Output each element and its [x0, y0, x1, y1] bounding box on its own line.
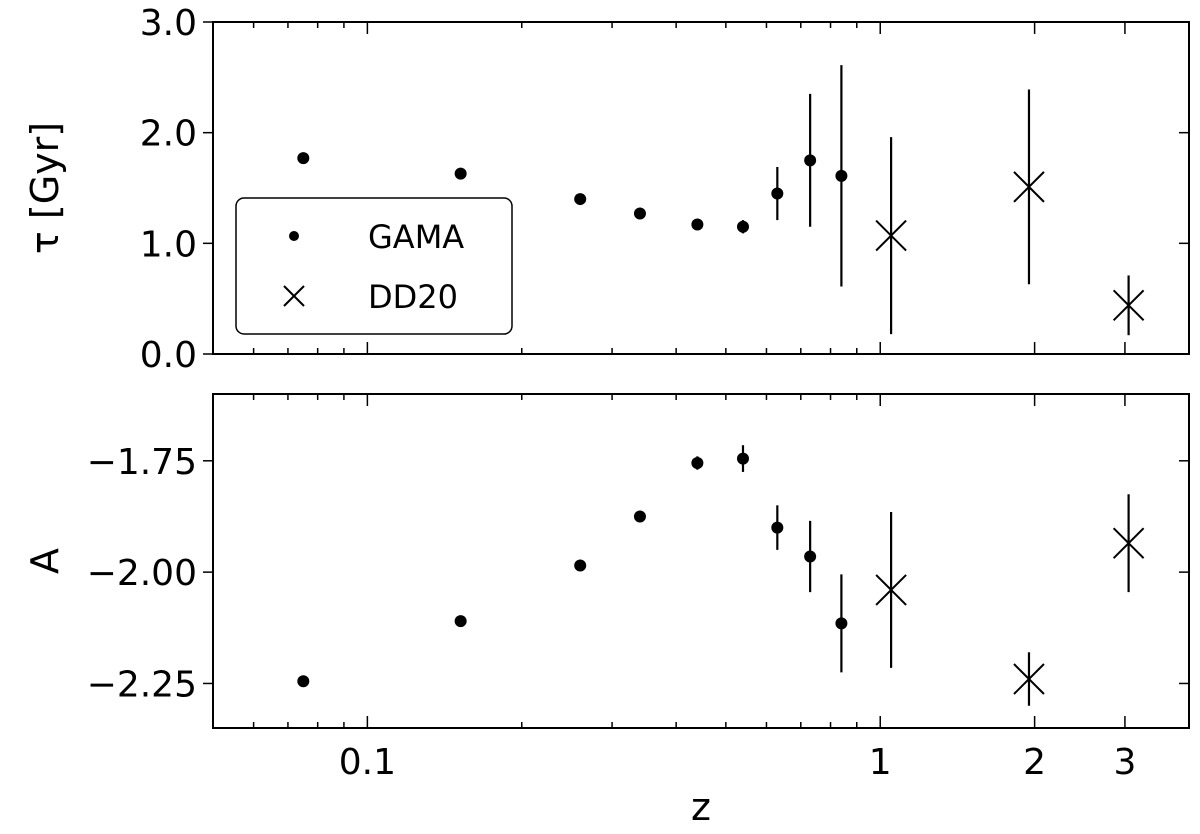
y-tick-label: 0.0	[140, 335, 197, 376]
gama-point	[771, 521, 784, 534]
y-tick-label: −2.00	[87, 553, 197, 594]
gama-point	[804, 550, 817, 563]
gama-point	[771, 187, 784, 200]
a-panel: −2.25 −2.00 −1.75 A	[23, 393, 1190, 729]
y-axis-label: A	[23, 548, 67, 574]
x-tick-label: 0.1	[339, 742, 396, 783]
dd20-point	[875, 219, 907, 252]
legend-dot-marker	[289, 231, 299, 241]
dd20-point	[1112, 289, 1145, 322]
dd20-point	[875, 574, 907, 606]
gama-point	[574, 193, 587, 206]
gama-point	[736, 220, 749, 233]
x-tick-label: 1	[869, 742, 892, 783]
dd20-point	[1013, 171, 1045, 203]
gama-point	[736, 452, 749, 465]
gama-point	[454, 615, 467, 628]
y-axis-label: τ [Gyr]	[23, 122, 67, 254]
plot-frame	[212, 393, 1190, 729]
gama-point	[633, 207, 646, 220]
y-tick-label: 1.0	[140, 224, 197, 265]
y-tick-label: 2.0	[140, 114, 197, 155]
plot-frame	[212, 21, 1190, 355]
legend-x-marker	[283, 285, 305, 307]
tau-panel: 0.0 1.0 2.0 3.0 τ [Gyr]	[23, 3, 1190, 376]
legend-label: GAMA	[368, 218, 464, 256]
x-tick-label: 2	[1023, 742, 1046, 783]
y-tick-label: −1.75	[87, 442, 197, 483]
gama-point	[633, 510, 646, 523]
gama-point	[454, 167, 467, 180]
gama-point	[835, 169, 848, 182]
x-axis: 0.1 1 2 3 z	[339, 742, 1137, 829]
legend: GAMA DD20	[235, 197, 513, 335]
legend-label: DD20	[368, 278, 458, 316]
x-tick-label: 3	[1113, 742, 1136, 783]
dd20-point	[1013, 663, 1045, 695]
gama-point	[691, 218, 704, 231]
gama-point	[691, 457, 704, 470]
y-tick-label: 3.0	[140, 3, 197, 44]
gama-point	[297, 675, 310, 688]
gama-point	[835, 617, 848, 630]
dd20-point	[1112, 527, 1145, 559]
gama-point	[297, 152, 310, 165]
legend-box	[235, 197, 513, 335]
gama-point	[574, 559, 587, 572]
gama-point	[804, 154, 817, 167]
y-tick-label: −2.25	[87, 664, 197, 705]
x-axis-label: z	[691, 785, 711, 829]
